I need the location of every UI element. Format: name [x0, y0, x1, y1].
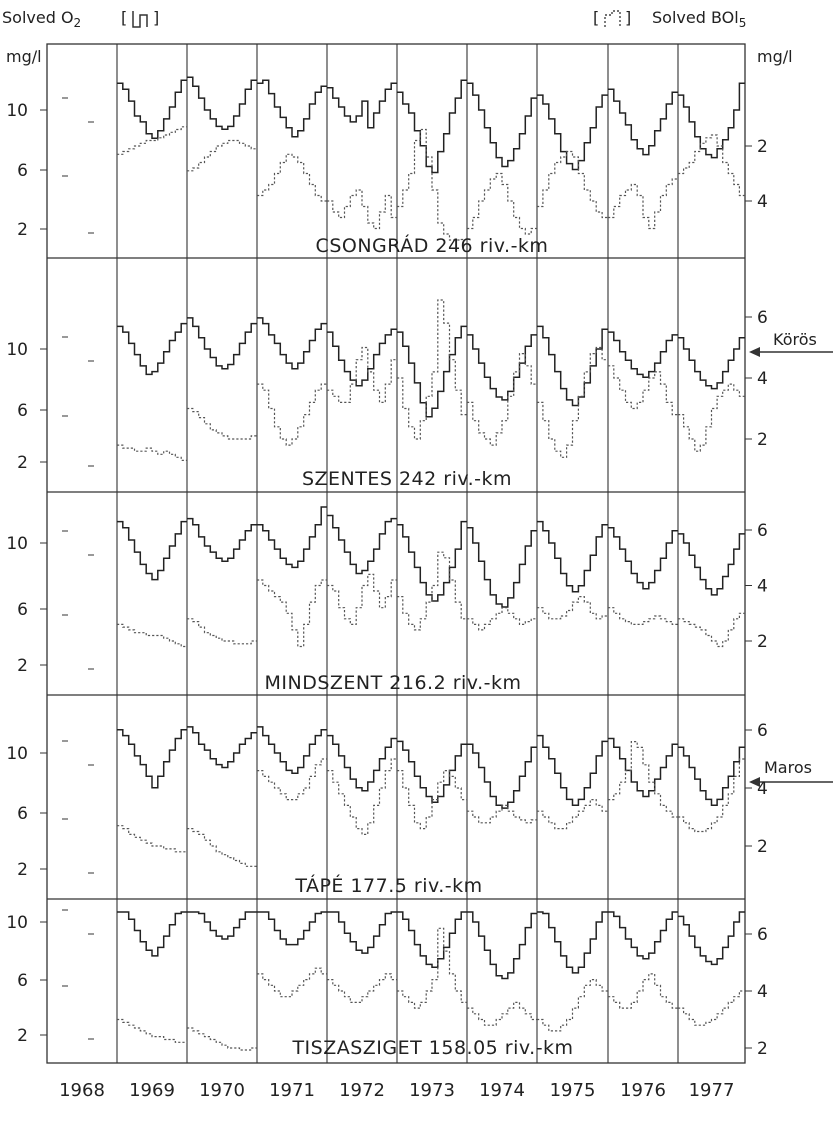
maros-inflow-marker: Maros — [749, 758, 833, 787]
solid-step-legend-icon — [132, 11, 148, 28]
right-tick-label: 2 — [757, 837, 768, 857]
chart-frame — [46, 43, 746, 1064]
left-tick-label: 10 — [6, 101, 28, 121]
panel-1: 2 6 10 2 4 CSONGRÁD 246 riv.-km — [6, 76, 768, 257]
right-tick-label: 4 — [757, 369, 768, 389]
right-tick-label: 2 — [757, 632, 768, 652]
bol5-series-line — [117, 741, 745, 867]
panel-3: 2 6 10 2 4 6 MINDSZENT 216.2 riv.-km — [6, 506, 768, 694]
left-tick-label: 6 — [17, 804, 28, 824]
right-tick-label: 6 — [757, 721, 768, 741]
panels-group: 2 6 10 2 4 CSONGRÁD 246 riv.-km 2 6 10 2 4 6 SZENTES… — [6, 43, 768, 1064]
right-tick-label: 4 — [757, 192, 768, 212]
left-tick-label: 2 — [17, 453, 28, 473]
left-legend-title: Solved O2 — [2, 8, 81, 30]
maros-label: Maros — [764, 758, 812, 777]
left-tick-label: 2 — [17, 1026, 28, 1046]
left-tick-label: 2 — [17, 220, 28, 240]
panel-5: 2 6 10 2 4 6 TISZASZIGET 158.05 riv.-km — [6, 909, 768, 1059]
panel-title: TÁPÉ 177.5 riv.-km — [294, 874, 482, 897]
panel-title: TISZASZIGET 158.05 riv.-km — [291, 1037, 573, 1059]
left-tick-label: 10 — [6, 340, 28, 360]
panel-title: MINDSZENT 216.2 riv.-km — [265, 672, 522, 694]
right-legend-bracket-open: [ — [593, 8, 599, 27]
o2-series-line — [117, 726, 745, 809]
left-tick-label: 6 — [17, 600, 28, 620]
panel-4: 2 6 10 2 4 6 TÁPÉ 177.5 riv.-km — [6, 721, 767, 897]
left-tick-label: 10 — [6, 744, 28, 764]
right-legend-subscript: 5 — [739, 16, 747, 30]
o2-series-line — [117, 506, 745, 608]
panel-title: CSONGRÁD 246 riv.-km — [316, 234, 549, 257]
left-tick-label: 2 — [17, 656, 28, 676]
left-unit-label: mg/l — [6, 47, 42, 66]
o2-series-line — [117, 911, 745, 980]
right-tick-label: 2 — [757, 430, 768, 450]
left-tick-label: 6 — [17, 971, 28, 991]
left-tick-label: 10 — [6, 913, 28, 933]
year-axis-labels: 1968 1969 1970 1971 1972 1973 1974 1975 1976 1977 — [59, 1080, 734, 1101]
right-unit-label: mg/l — [757, 47, 793, 66]
year-label: 1977 — [689, 1080, 735, 1101]
left-tick-label: 2 — [17, 860, 28, 880]
left-tick-label: 6 — [17, 401, 28, 421]
left-legend-bracket-close: ] — [153, 8, 159, 27]
maros-arrow-icon — [749, 777, 760, 787]
year-label: 1968 — [59, 1080, 105, 1101]
right-tick-label: 4 — [757, 577, 768, 597]
year-label: 1973 — [409, 1080, 455, 1101]
year-label: 1970 — [199, 1080, 245, 1101]
bol5-series-line — [117, 551, 745, 648]
year-label: 1972 — [339, 1080, 385, 1101]
left-tick-label: 6 — [17, 161, 28, 181]
dotted-step-legend-icon — [604, 10, 621, 27]
left-tick-label: 10 — [6, 534, 28, 554]
koros-inflow-marker: Körös — [749, 330, 833, 357]
bol5-series-line — [117, 927, 745, 1051]
right-tick-label: 4 — [757, 779, 768, 799]
right-tick-label: 2 — [757, 1039, 768, 1059]
year-label: 1975 — [550, 1080, 596, 1101]
left-legend-subscript: 2 — [74, 16, 82, 30]
year-label: 1969 — [129, 1080, 175, 1101]
right-tick-label: 2 — [757, 137, 768, 157]
left-legend-bracket-open: [ — [121, 8, 127, 27]
right-legend-bracket-close: ] — [625, 8, 631, 27]
right-legend-title: Solved BOl5 — [652, 8, 746, 30]
right-tick-label: 6 — [757, 521, 768, 541]
year-label: 1976 — [620, 1080, 666, 1101]
koros-label: Körös — [773, 330, 817, 349]
right-tick-label: 4 — [757, 982, 768, 1002]
bol5-series-line — [117, 126, 745, 241]
right-tick-label: 6 — [757, 308, 768, 328]
bol5-series-line — [117, 299, 745, 461]
o2-series-line — [117, 317, 745, 418]
right-tick-label: 6 — [757, 925, 768, 945]
year-label: 1974 — [479, 1080, 525, 1101]
koros-arrow-icon — [749, 347, 760, 357]
o2-series-line — [117, 76, 745, 174]
panel-title: SZENTES 242 riv.-km — [302, 468, 512, 490]
panel-2: 2 6 10 2 4 6 SZENTES 242 riv.-km — [6, 299, 768, 490]
year-label: 1971 — [269, 1080, 315, 1101]
